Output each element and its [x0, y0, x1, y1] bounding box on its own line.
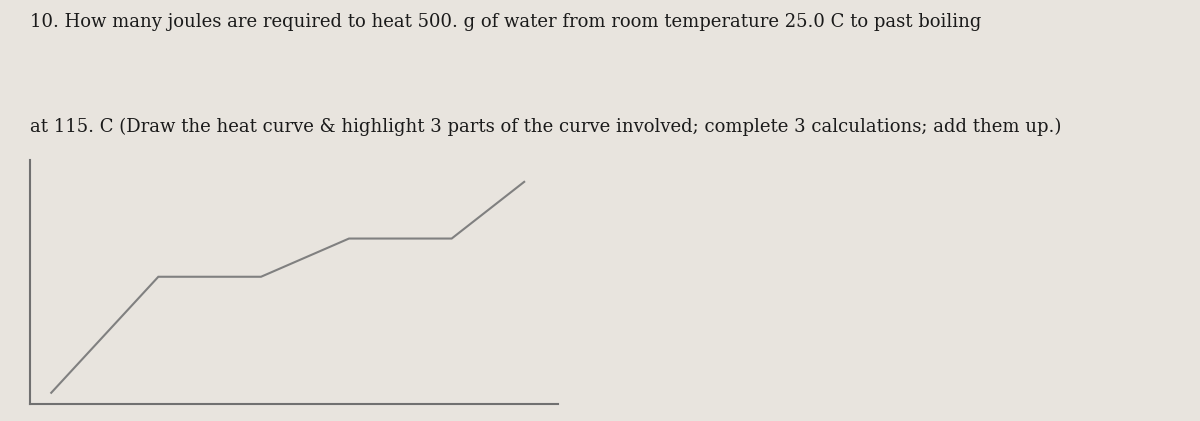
Text: 10. How many joules are required to heat 500. g of water from room temperature 2: 10. How many joules are required to heat… [30, 13, 982, 31]
Text: at 115. C (Draw the heat curve & highlight 3 parts of the curve involved; comple: at 115. C (Draw the heat curve & highlig… [30, 118, 1061, 136]
